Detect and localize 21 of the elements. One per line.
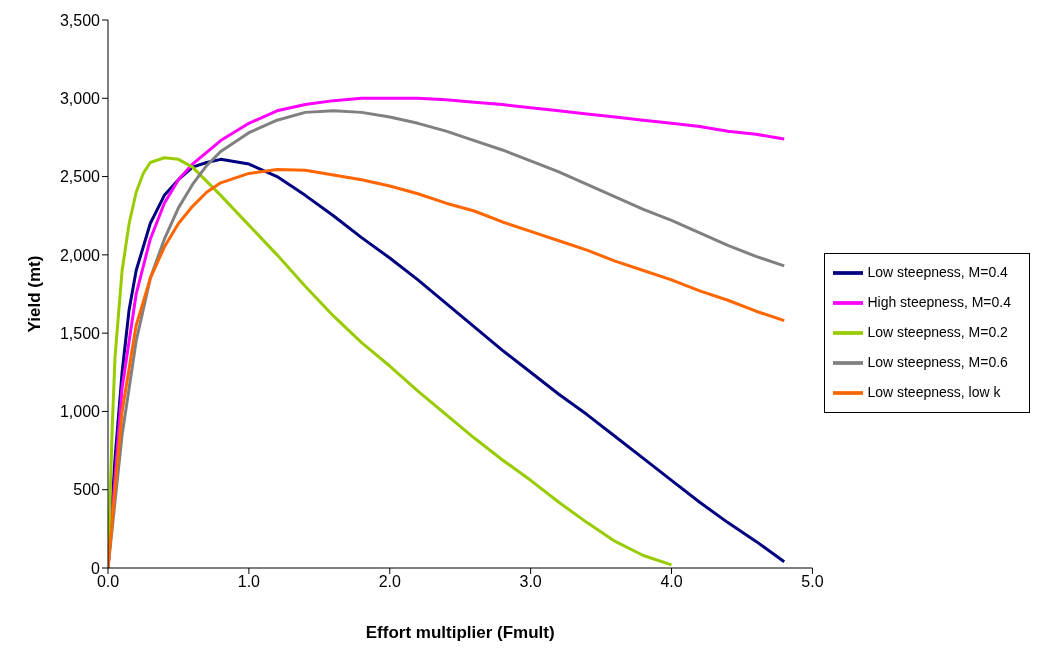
- y-tick-label: 3,500: [59, 11, 101, 29]
- line-series: [108, 156, 674, 568]
- legend-label: Low steepness, M=0.6: [867, 353, 1008, 370]
- y-tick-label: 1,500: [59, 324, 101, 342]
- y-tick-label: 500: [73, 481, 101, 499]
- x-tick-label: 2.0: [378, 573, 401, 591]
- legend-label: Low steepness, M=0.2: [867, 323, 1008, 340]
- legend-label: Low steepness, M=0.4: [867, 263, 1008, 280]
- legend-label: High steepness, M=0.4: [867, 293, 1011, 310]
- y-tick-label: 2,000: [59, 246, 101, 264]
- x-axis-title: Effort multiplier (Fmult): [365, 623, 555, 643]
- legend-label: Low steepness, low k: [867, 383, 1001, 400]
- x-tick-label: 4.0: [660, 573, 683, 591]
- y-tick-label: 2,500: [59, 168, 101, 186]
- x-tick-label: 3.0: [519, 573, 542, 591]
- x-tick-label: 0.0: [96, 573, 120, 591]
- x-tick-label: 1.0: [237, 573, 261, 591]
- y-axis-title: Yield (mt): [25, 255, 45, 333]
- x-tick-label: 5.0: [801, 573, 824, 591]
- y-tick-label: 3,000: [59, 89, 101, 107]
- y-tick-label: 1,000: [59, 403, 101, 421]
